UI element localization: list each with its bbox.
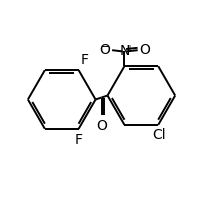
Text: O: O: [99, 43, 110, 57]
Text: O: O: [140, 43, 150, 57]
Text: N: N: [119, 44, 130, 58]
Text: F: F: [74, 133, 82, 147]
Text: F: F: [81, 53, 89, 67]
Text: +: +: [125, 44, 133, 54]
Text: O: O: [96, 119, 107, 133]
Text: Cl: Cl: [152, 128, 166, 142]
Text: −: −: [101, 42, 111, 52]
